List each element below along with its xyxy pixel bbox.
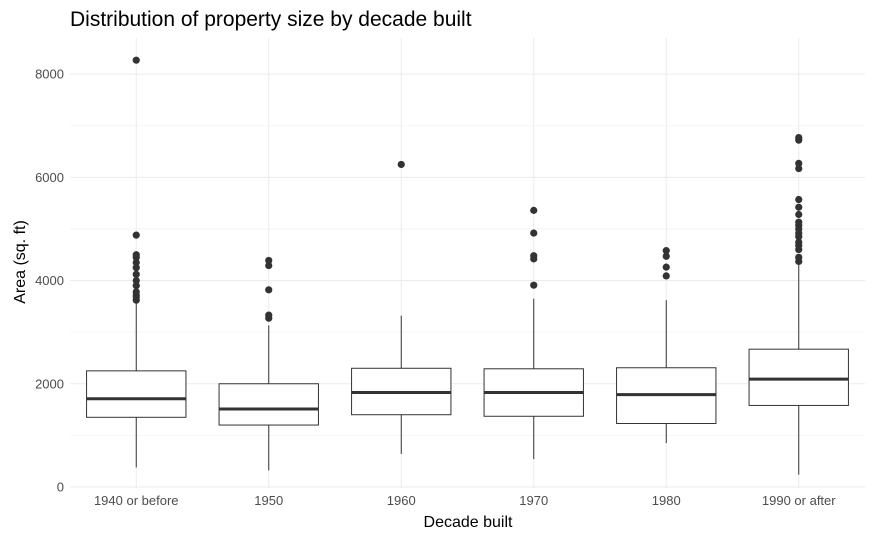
outlier-point: [795, 203, 803, 211]
y-tick-label: 0: [57, 479, 64, 494]
box: [218, 383, 319, 426]
outlier-point: [530, 229, 538, 237]
outlier-point: [265, 311, 273, 319]
outlier-point: [795, 195, 803, 204]
outlier-point: [132, 264, 140, 272]
outlier-point: [530, 281, 538, 289]
y-tick-label: 4000: [35, 273, 64, 288]
outlier-point: [132, 56, 140, 64]
x-tick-label: 1970: [519, 493, 548, 508]
outlier-point: [662, 247, 670, 255]
box-group: [218, 256, 319, 471]
box-group: [748, 133, 849, 475]
x-tick-label: 1990 or after: [762, 493, 836, 508]
box: [86, 370, 187, 418]
outlier-point: [795, 159, 803, 168]
outlier-point: [795, 210, 803, 219]
outlier-point: [265, 256, 273, 265]
x-axis-tick-labels: 1940 or before 1950 1960 1970 1980 1990 or af…: [94, 493, 836, 508]
outlier-point: [662, 252, 670, 260]
y-axis-title: Area (sq. ft): [12, 220, 29, 304]
outlier-point: [132, 258, 140, 267]
outlier-point: [132, 288, 140, 296]
x-tick-label: 1960: [387, 493, 416, 508]
outlier-point: [795, 238, 803, 246]
outlier-point: [265, 286, 273, 294]
outlier-point: [132, 282, 140, 290]
outlier-point: [795, 218, 803, 226]
box: [748, 348, 849, 406]
box-group: [483, 206, 584, 460]
outlier-point: [530, 206, 538, 214]
y-tick-label: 6000: [35, 170, 64, 185]
boxes: [86, 56, 849, 475]
box-group: [616, 247, 717, 444]
chart-title: Distribution of property size by decade …: [70, 8, 472, 31]
outlier-point: [795, 164, 803, 173]
x-tick-label: 1980: [652, 493, 681, 508]
grid: [70, 38, 865, 488]
y-axis-tick-labels: 0 2000 4000 6000 8000: [35, 67, 64, 495]
outlier-point: [662, 263, 670, 271]
x-tick-label: 1950: [254, 493, 283, 508]
outlier-point: [662, 272, 670, 280]
outlier-point: [132, 251, 140, 259]
outlier-point: [795, 133, 803, 142]
x-tick-label: 1940 or before: [94, 493, 179, 508]
outlier-point: [530, 252, 538, 260]
outlier-point: [132, 231, 140, 239]
outlier-point: [265, 261, 273, 270]
y-tick-label: 2000: [35, 376, 64, 391]
outlier-point: [132, 270, 140, 278]
outlier-point: [132, 276, 140, 285]
outlier-point: [795, 253, 803, 261]
box-group: [351, 160, 452, 454]
x-axis-title: Decade built: [424, 514, 514, 531]
y-tick-label: 8000: [35, 67, 64, 82]
box-group: [86, 56, 187, 468]
outlier-point: [397, 160, 405, 169]
